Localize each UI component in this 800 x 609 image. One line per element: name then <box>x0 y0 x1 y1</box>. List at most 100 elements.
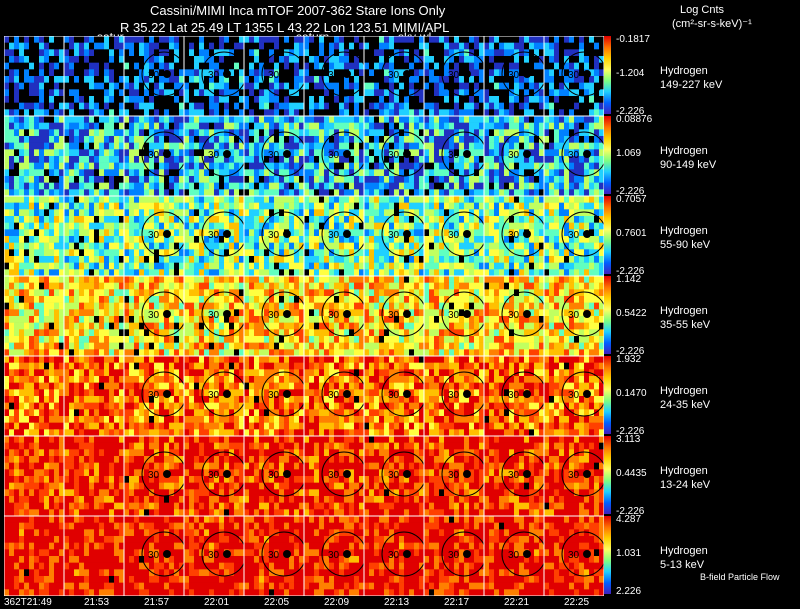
image-panel: 30 <box>303 435 367 517</box>
image-panel: 30 <box>483 195 547 277</box>
image-panel: 30 <box>123 195 187 277</box>
saturn-marker <box>163 310 171 318</box>
contour-label: 30 <box>208 310 220 321</box>
field-contour <box>561 451 604 497</box>
energy-band-label: Hydrogen 24-35 keV <box>660 385 711 411</box>
contour-label: 30 <box>268 390 280 401</box>
image-panel: 30 <box>483 515 547 596</box>
image-panel: 30 <box>543 36 604 117</box>
image-panel: 30 <box>543 515 604 596</box>
image-panel: 30 <box>243 275 307 357</box>
saturn-marker <box>583 470 591 478</box>
image-panel: 30 <box>423 515 487 596</box>
image-panel: 30 <box>543 195 604 277</box>
image-panel: 30 <box>183 515 247 596</box>
contour-label: 30 <box>148 150 160 161</box>
colorbar-value: 0.5422 <box>616 308 647 319</box>
contour-label: 30 <box>208 230 220 241</box>
colorbar-value: 1.031 <box>616 548 642 559</box>
image-panel: 30 <box>303 355 367 437</box>
field-contour <box>561 371 604 417</box>
image-panel: 30 <box>543 355 604 437</box>
image-panel: 30 <box>303 515 367 596</box>
saturn-marker <box>523 150 531 158</box>
image-panel: 30 <box>303 275 367 357</box>
time-label: 22:25 <box>564 597 590 608</box>
units-sublabel: (cm²-sr-s-keV)⁻¹ <box>672 18 752 30</box>
image-panel: 30 <box>123 435 187 517</box>
image-panel <box>63 515 125 596</box>
contour-label: 30 <box>508 70 520 81</box>
image-panel <box>63 435 125 517</box>
time-label: 21:57 <box>144 597 170 608</box>
image-panel <box>63 195 125 277</box>
contour-label: 30 <box>388 70 400 81</box>
image-panel: 30 <box>243 115 307 197</box>
image-panel <box>4 355 65 437</box>
colorbar-value: -2.226 <box>616 506 645 517</box>
saturn-marker <box>523 390 531 398</box>
field-contour <box>561 531 604 577</box>
image-panel: 30 <box>123 36 187 117</box>
contour-label: 30 <box>448 390 460 401</box>
colorbar-value: 0.7601 <box>616 228 647 239</box>
image-panel: 30 <box>123 355 187 437</box>
image-panel: 30 <box>243 515 307 596</box>
image-panel: 30 <box>303 115 367 197</box>
contour-label: 30 <box>268 470 280 481</box>
saturn-marker <box>163 230 171 238</box>
saturn-marker <box>163 550 171 558</box>
image-panel: 30 <box>363 435 427 517</box>
saturn-marker <box>283 230 291 238</box>
contour-label: 30 <box>268 70 280 81</box>
image-panel: 30 <box>183 435 247 517</box>
energy-band-label: Hydrogen 13-24 keV <box>660 465 711 491</box>
image-panel: 30 <box>423 36 487 117</box>
saturn-marker <box>223 550 231 558</box>
image-panel: 30 <box>543 435 604 517</box>
saturn-marker <box>223 470 231 478</box>
contour-label: 30 <box>448 150 460 161</box>
image-panel <box>4 115 65 197</box>
saturn-marker <box>463 550 471 558</box>
energy-band-label: Hydrogen 35-55 keV <box>660 305 711 331</box>
image-panel <box>4 275 65 357</box>
image-panel: 30 <box>483 275 547 357</box>
saturn-marker <box>583 230 591 238</box>
image-panel: 30 <box>423 435 487 517</box>
image-panel: 30 <box>483 36 547 117</box>
contour-label: 30 <box>388 150 400 161</box>
saturn-marker <box>403 390 411 398</box>
contour-label: 30 <box>148 70 160 81</box>
saturn-marker <box>163 470 171 478</box>
saturn-marker <box>343 230 351 238</box>
colorbar-value: -0.1817 <box>616 34 650 45</box>
image-panel <box>4 36 65 117</box>
image-grid: 30 30 30 30 30 30 30 30 30 30 30 30 30 30 30 30 30 30 30 30… <box>4 36 604 596</box>
colorbar-value: -1.204 <box>616 68 645 79</box>
time-label: 22:17 <box>444 597 470 608</box>
colorbar-value: 4.287 <box>616 514 642 525</box>
colorbar-value: -2.226 <box>616 346 645 357</box>
colorbar <box>604 36 611 114</box>
saturn-marker <box>283 470 291 478</box>
image-panel: 30 <box>303 195 367 277</box>
contour-label: 30 <box>568 550 580 561</box>
energy-band-label: Hydrogen 55-90 keV <box>660 225 711 251</box>
colorbar-value: 3.113 <box>616 434 641 445</box>
footnote: B-field Particle Flow <box>700 572 780 582</box>
contour-label: 30 <box>268 310 280 321</box>
contour-label: 30 <box>568 470 580 481</box>
contour-label: 30 <box>328 150 340 161</box>
image-panel <box>63 275 125 357</box>
saturn-marker <box>223 230 231 238</box>
image-panel: 30 <box>183 36 247 117</box>
contour-label: 30 <box>148 470 160 481</box>
contour-label: 30 <box>568 230 580 241</box>
energy-band-label: Hydrogen 90-149 keV <box>660 145 717 171</box>
image-panel: 30 <box>183 355 247 437</box>
contour-label: 30 <box>508 470 520 481</box>
colorbar-value: 1.069 <box>616 148 642 159</box>
saturn-marker <box>223 310 231 318</box>
image-panel <box>63 115 125 197</box>
